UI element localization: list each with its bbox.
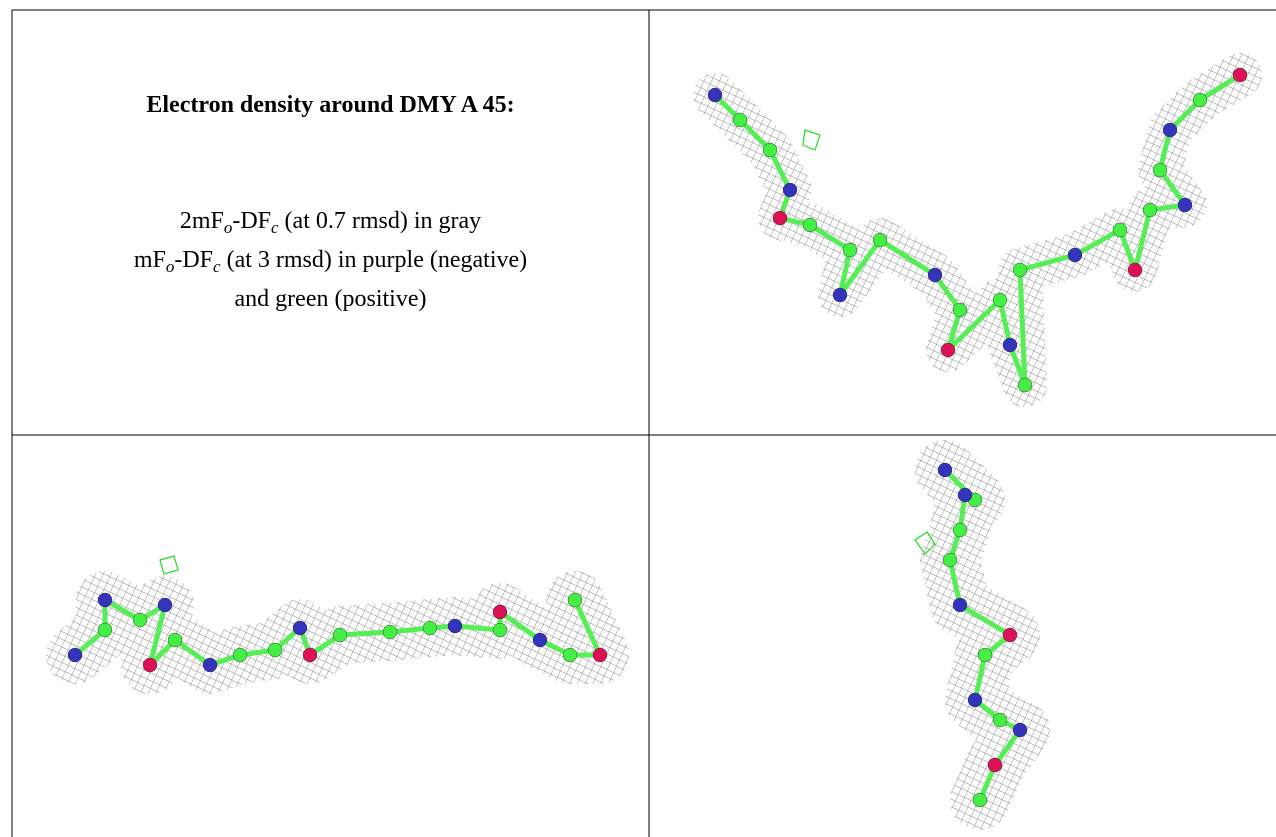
atom [492,622,508,638]
atom [1017,377,1033,393]
atom [1112,222,1128,238]
caption-text: -DF [174,247,214,273]
atom [1162,122,1178,138]
atom [532,632,548,648]
atom [567,592,583,608]
caption-lines: 2mFo-DFc (at 0.7 rmsd) in gray mFo-DFc (a… [12,202,649,319]
atom [732,112,748,128]
atom [447,618,463,634]
atom [1012,262,1028,278]
atom [832,287,848,303]
atom [987,757,1003,773]
atom [772,210,788,226]
caption-text: and green (positive) [234,286,427,312]
atom [292,620,308,636]
atom [942,552,958,568]
atom [957,487,973,503]
atom [762,142,778,158]
diff-density [159,129,936,575]
subscript: c [271,218,279,237]
density-mesh [693,53,1262,407]
atom [972,792,988,808]
atom [967,692,983,708]
atom [422,620,438,636]
atom [592,647,608,663]
subscript: o [165,257,175,276]
atom [302,647,318,663]
atom [1142,202,1158,218]
atom [952,302,968,318]
caption-line: 2mFo-DFc (at 0.7 rmsd) in gray [12,202,649,241]
atom [940,342,956,358]
atom [1002,337,1018,353]
caption-text: mF [133,247,166,273]
atom [992,712,1008,728]
caption-line: mFo-DFc (at 3 rmsd) in purple (negative) [12,241,649,280]
caption-text: -DF [232,208,271,234]
atom [937,462,953,478]
caption-title: Electron density around DMY A 45: [146,92,515,118]
molecule-renderings [46,53,1262,830]
atom [707,87,723,103]
atom [97,622,113,638]
atom [1192,92,1208,108]
atom [977,647,993,663]
caption-line: and green (positive) [12,280,649,319]
atom [142,657,158,673]
atom [1012,722,1028,738]
atom [1232,67,1248,83]
atom [1002,627,1018,643]
atom [562,647,578,663]
atom [952,597,968,613]
atom [992,292,1008,308]
caption-text: (at 3 rmsd) in purple (negative) [220,247,528,273]
atom [782,182,798,198]
atom [332,627,348,643]
atom [802,217,818,233]
caption-text: 2mF [179,208,224,234]
atom [1177,197,1193,213]
atom [157,597,173,613]
atom [842,242,858,258]
atom [1127,262,1143,278]
atom [1067,247,1083,263]
atom [132,612,148,628]
atom [232,647,248,663]
atom [67,647,83,663]
subscript: c [213,257,221,276]
atom [97,592,113,608]
atom [267,642,283,658]
atom [167,632,183,648]
atom [202,657,218,673]
atom [927,267,943,283]
atom [872,232,888,248]
atom [952,522,968,538]
atom [382,624,398,640]
bond [73,597,603,668]
caption-text: (at 0.7 rmsd) in gray [278,208,482,234]
atom [492,604,508,620]
subscript: o [223,218,233,237]
atom [1152,162,1168,178]
